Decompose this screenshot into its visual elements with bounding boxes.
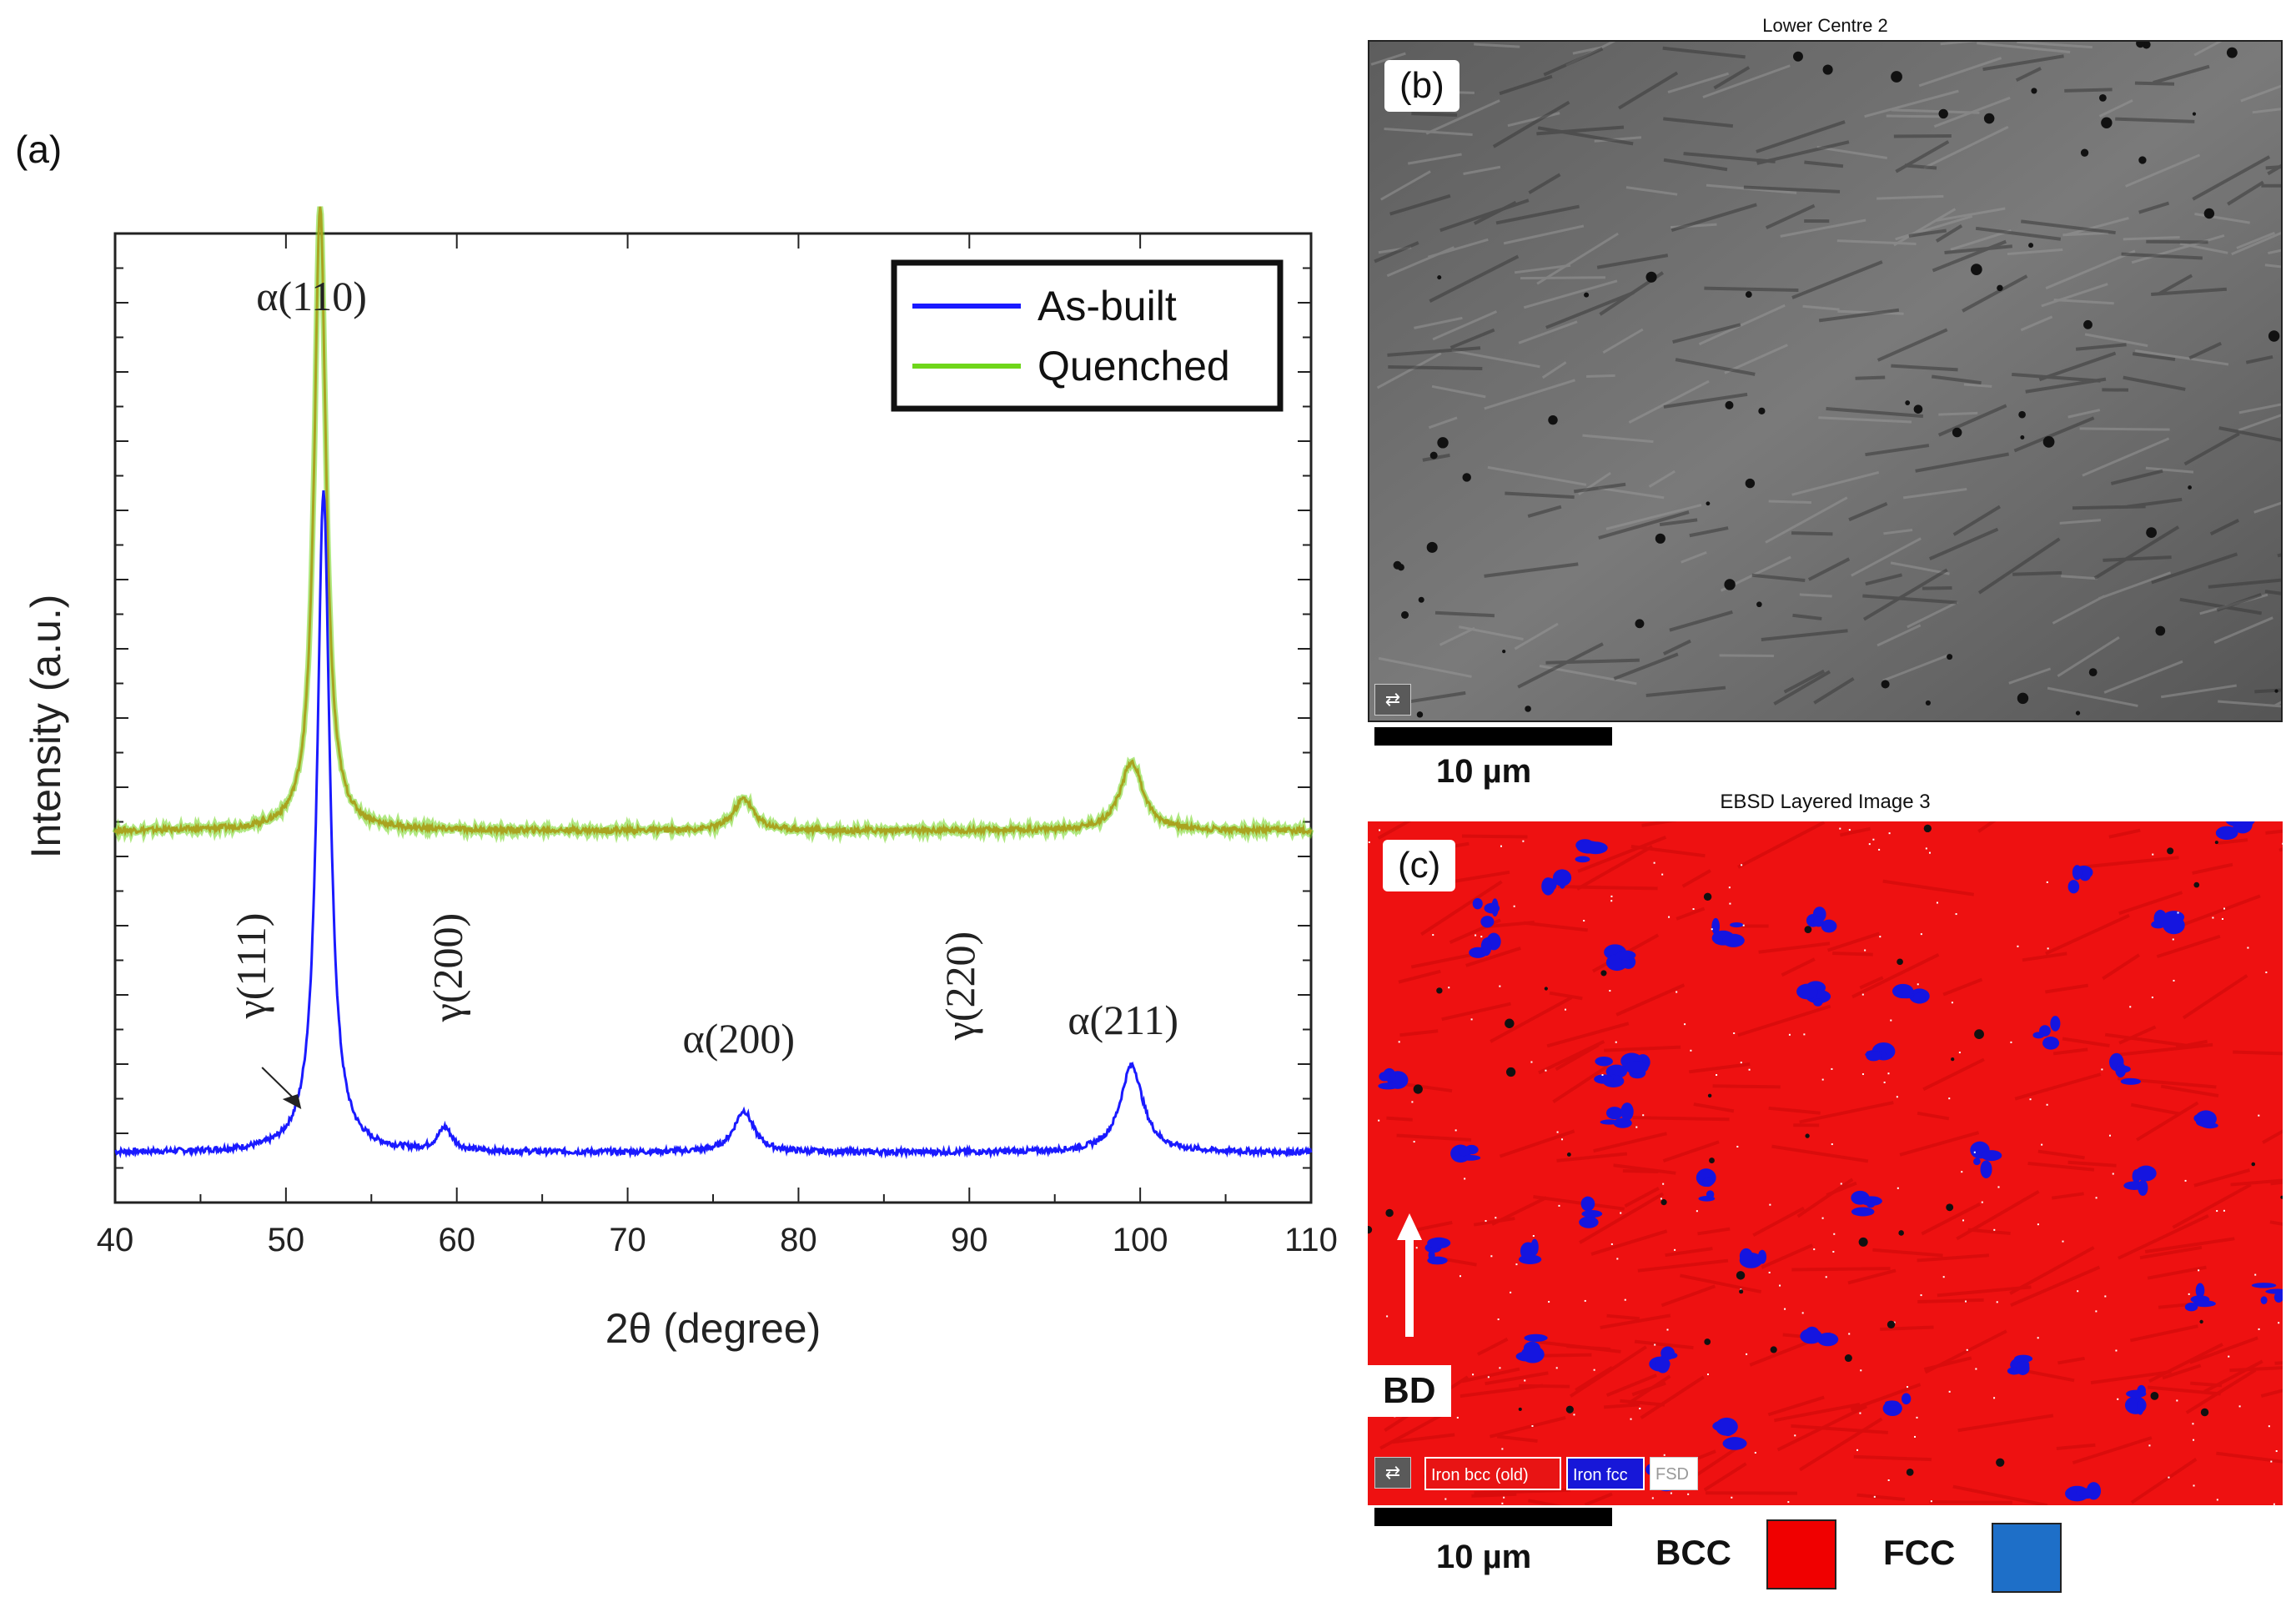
sem-scale-label: 10 µm bbox=[1436, 753, 1532, 790]
peak-label: α(110) bbox=[256, 273, 367, 319]
sem-micrograph: (b) ⇄ bbox=[1368, 40, 2283, 722]
legend-label-as-built: As-built bbox=[1037, 283, 1177, 329]
x-tick-label: 60 bbox=[438, 1222, 475, 1258]
peak-label: α(200) bbox=[682, 1015, 795, 1062]
xrd-chart: 40 50 60 70 80 90 100 110 2θ (degree) Intensity (… bbox=[23, 206, 1338, 1352]
ebsd-phase-map: (c) BD ⇄ Iron bcc (old) Iron fcc FSD bbox=[1368, 821, 2283, 1505]
sem-texture bbox=[1369, 42, 2281, 721]
build-direction-arrow bbox=[1397, 1213, 1422, 1337]
bcc-legend-label: BCC bbox=[1655, 1533, 1731, 1572]
x-tick-label: 70 bbox=[609, 1222, 646, 1258]
panel-a-label: (a) bbox=[15, 128, 63, 171]
x-tick-label: 90 bbox=[951, 1222, 988, 1258]
x-tick-label: 50 bbox=[268, 1222, 305, 1258]
peak-label: γ(220) bbox=[937, 932, 983, 1041]
series-line-as-built bbox=[114, 490, 1313, 1160]
legend-label-quenched: Quenched bbox=[1037, 343, 1230, 389]
bcc-legend-swatch bbox=[1766, 1519, 1836, 1589]
bcc-phase-chip[interactable]: Iron bcc (old) bbox=[1424, 1457, 1561, 1490]
ebsd-scale-bar bbox=[1374, 1508, 1612, 1526]
panel-b-label: (b) bbox=[1384, 60, 1459, 112]
image-tool-icon[interactable]: ⇄ bbox=[1374, 684, 1411, 716]
fcc-legend-swatch bbox=[1992, 1523, 2062, 1593]
build-direction-label: BD bbox=[1368, 1365, 1451, 1417]
ebsd-texture bbox=[1368, 821, 2283, 1505]
series-line-quenched bbox=[113, 206, 1313, 838]
x-axis-label: 2θ (degree) bbox=[605, 1305, 821, 1352]
x-tick-label: 80 bbox=[780, 1222, 817, 1258]
peak-label: γ(200) bbox=[424, 913, 470, 1022]
panel-c-label: (c) bbox=[1383, 840, 1456, 891]
legend-box bbox=[891, 259, 1284, 412]
fsd-chip[interactable]: FSD bbox=[1650, 1457, 1698, 1490]
ebsd-image-title: EBSD Layered Image 3 bbox=[1720, 791, 1931, 813]
image-tool-icon[interactable]: ⇄ bbox=[1374, 1457, 1411, 1489]
gamma111-arrow bbox=[261, 1067, 297, 1102]
sem-scale-bar bbox=[1374, 727, 1612, 746]
peak-label: α(211) bbox=[1068, 997, 1178, 1043]
y-axis-label: Intensity (a.u.) bbox=[23, 595, 69, 859]
fcc-legend-label: FCC bbox=[1883, 1533, 1956, 1572]
x-tick-label: 110 bbox=[1284, 1222, 1338, 1258]
fcc-phase-chip[interactable]: Iron fcc bbox=[1566, 1457, 1645, 1490]
peak-label: γ(111) bbox=[228, 913, 274, 1020]
ebsd-scale-label: 10 µm bbox=[1436, 1539, 1532, 1575]
sem-image-title: Lower Centre 2 bbox=[1762, 15, 1888, 36]
gamma111-arrowhead bbox=[282, 1094, 302, 1109]
x-tick-label: 40 bbox=[97, 1222, 134, 1258]
x-tick-label: 100 bbox=[1113, 1222, 1168, 1258]
